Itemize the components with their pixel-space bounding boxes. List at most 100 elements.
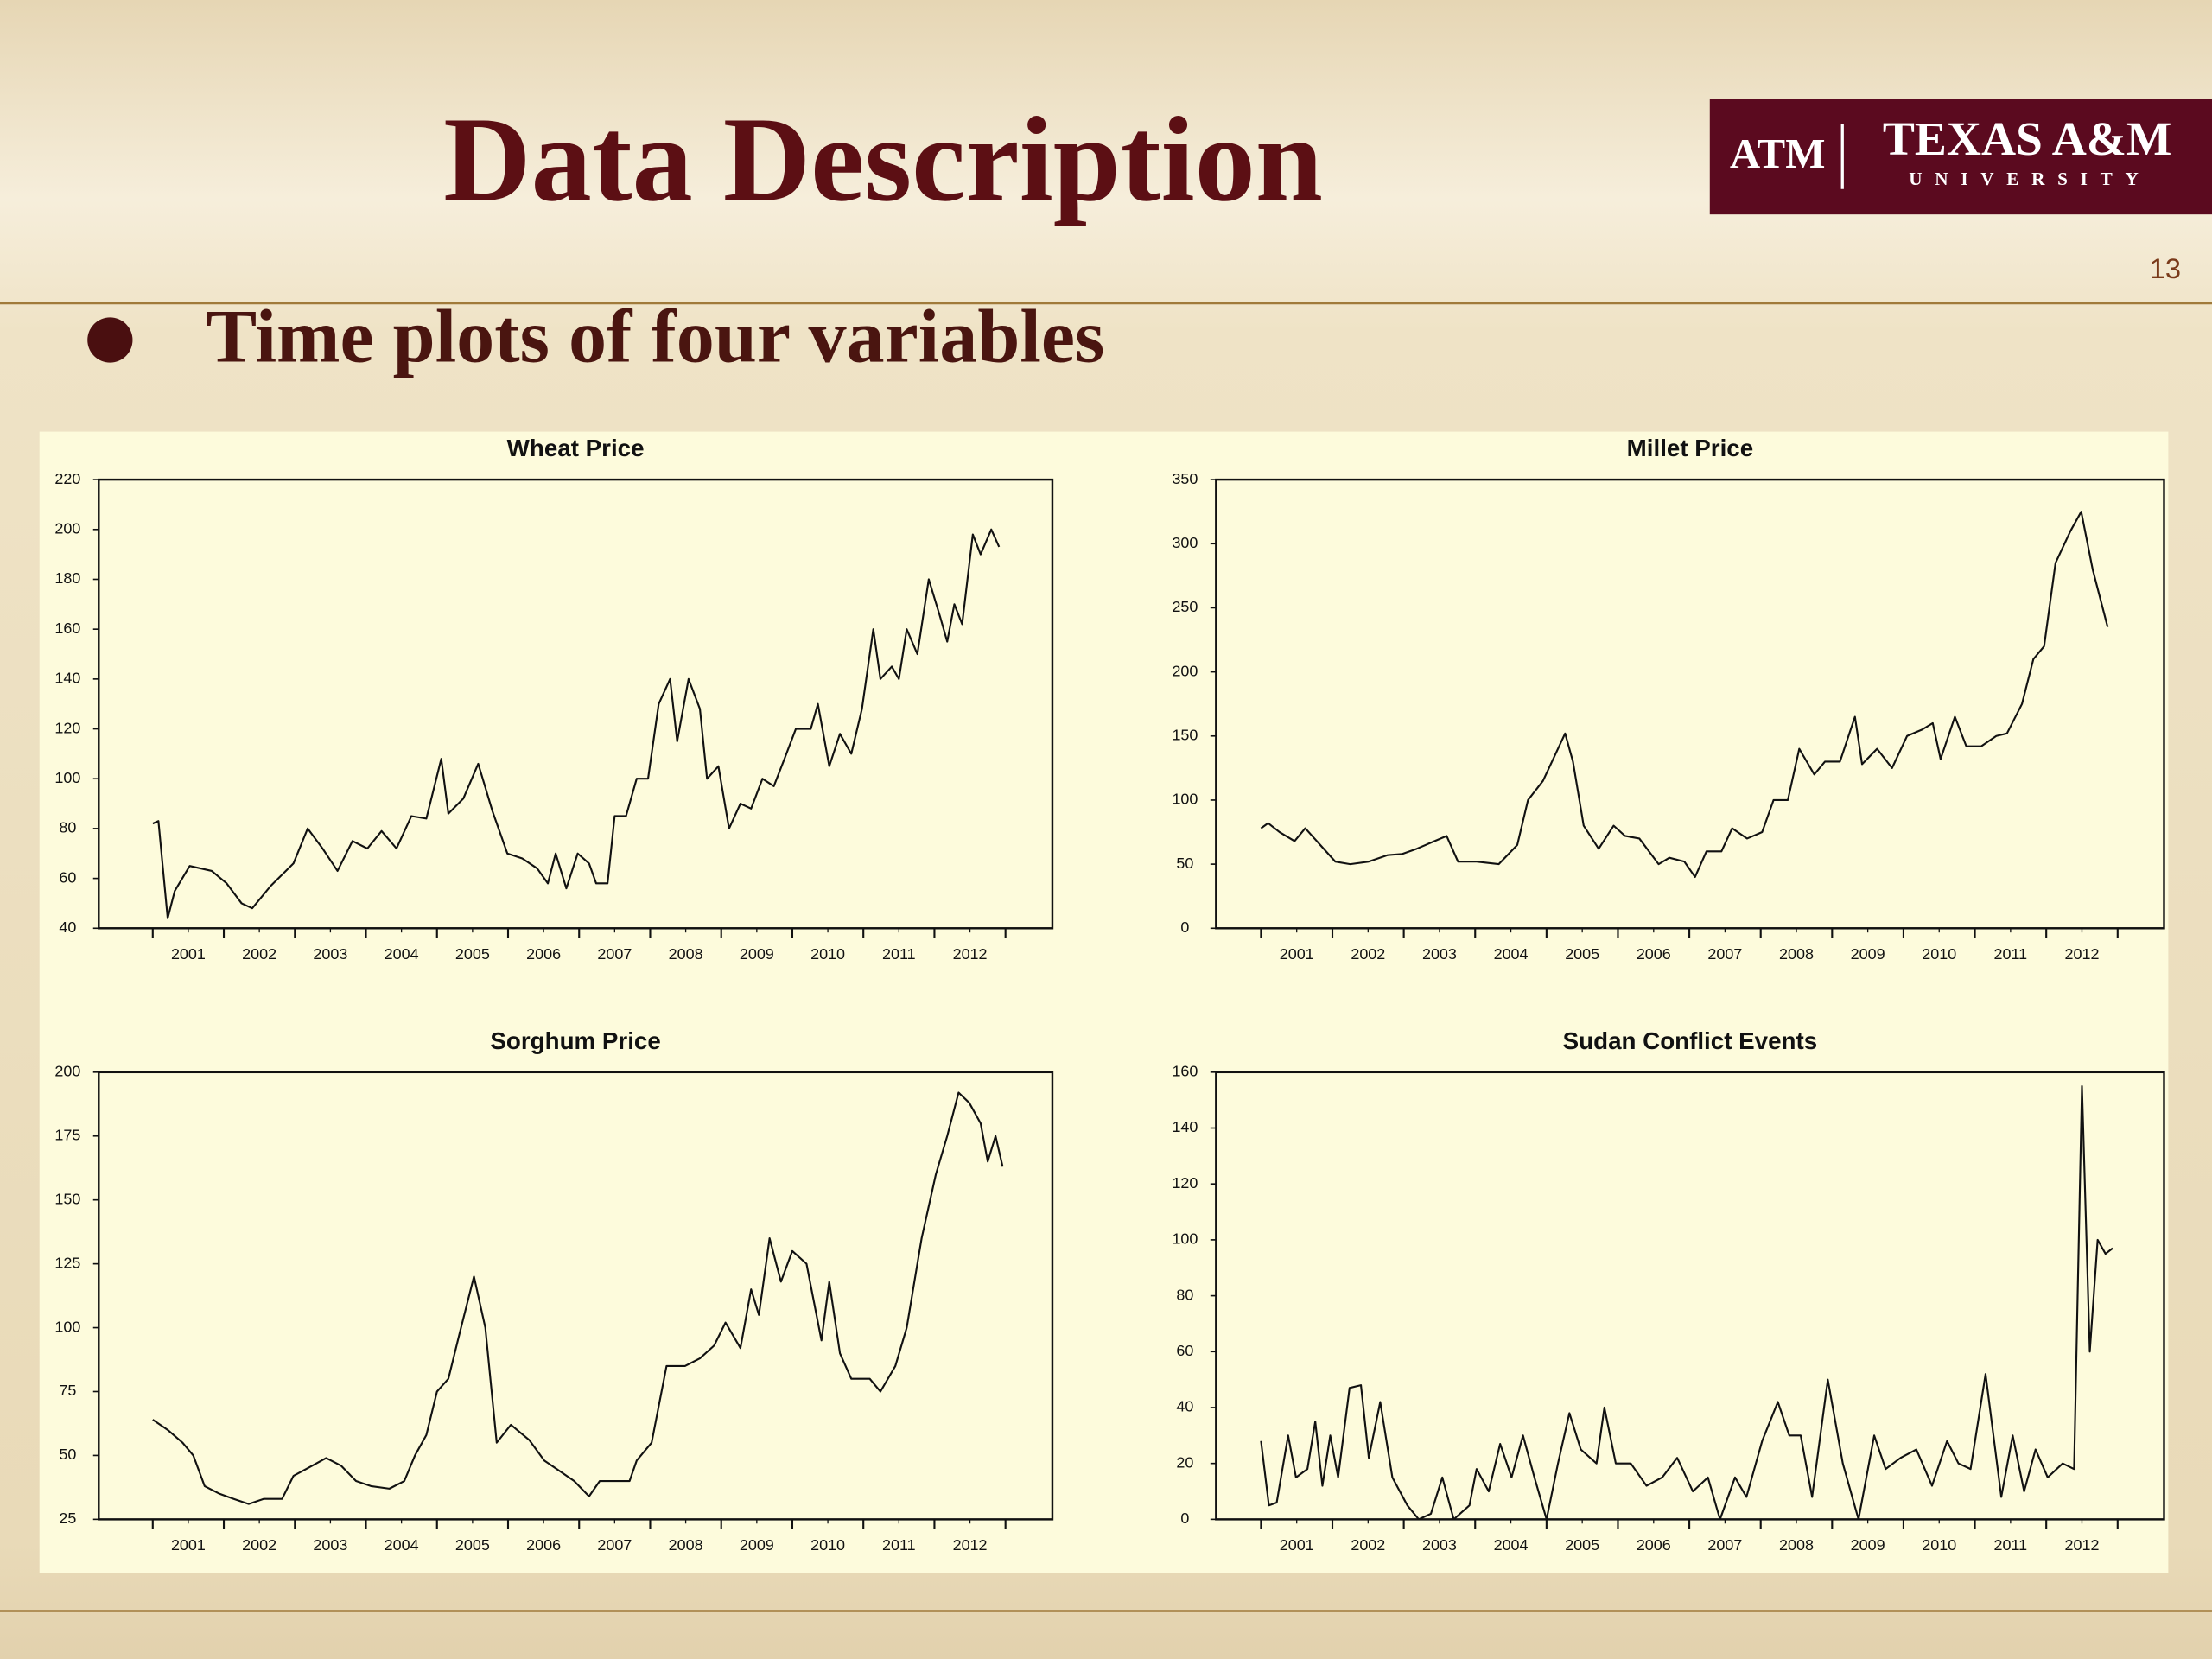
y-tick-label: 80 — [59, 819, 76, 836]
x-tick-label: 2006 — [1637, 945, 1671, 963]
x-tick-label: 2011 — [882, 1536, 916, 1554]
x-tick-label: 2003 — [1422, 1536, 1457, 1554]
chart-title: Wheat Price — [507, 435, 645, 461]
y-tick-label: 125 — [54, 1254, 80, 1271]
y-tick-label: 200 — [54, 1063, 80, 1080]
logo-mark: ATM — [1730, 130, 1826, 177]
y-tick-label: 60 — [59, 868, 76, 886]
data-line — [152, 1091, 1004, 1505]
x-tick-label: 2002 — [1351, 945, 1385, 963]
chart-title: Sudan Conflict Events — [1563, 1027, 1817, 1054]
x-tick-label: 2007 — [597, 945, 632, 963]
x-tick-label: 2001 — [1280, 1536, 1314, 1554]
x-tick-label: 2006 — [526, 1536, 561, 1554]
x-tick-label: 2009 — [740, 945, 774, 963]
y-tick-label: 200 — [54, 520, 80, 537]
data-line — [1260, 1084, 2113, 1521]
y-tick-label: 140 — [1172, 1118, 1198, 1135]
chart-title: Sorghum Price — [490, 1027, 660, 1054]
y-tick-label: 20 — [1176, 1453, 1193, 1471]
chart: Millet Price 0 50 100 150 200 250 300 350 2001 200… — [1172, 435, 2165, 963]
y-tick-label: 150 — [1172, 727, 1198, 744]
x-tick-label: 2001 — [171, 945, 206, 963]
y-tick-label: 80 — [1176, 1286, 1193, 1303]
x-tick-label: 2006 — [1637, 1536, 1671, 1554]
y-tick-label: 120 — [1172, 1174, 1198, 1192]
x-tick-label: 2012 — [953, 945, 988, 963]
x-tick-label: 2009 — [1851, 945, 1885, 963]
y-tick-label: 0 — [1180, 1510, 1189, 1527]
x-tick-label: 2007 — [1707, 945, 1742, 963]
logo: ATM TEXAS A&M UNIVERSITY — [1709, 99, 2212, 215]
logo-name: TEXAS A&M — [1883, 113, 2172, 166]
y-tick-label: 100 — [1172, 791, 1198, 808]
x-tick-label: 2005 — [455, 1536, 490, 1554]
x-tick-label: 2001 — [171, 1536, 206, 1554]
x-tick-label: 2008 — [1779, 1536, 1814, 1554]
x-tick-label: 2010 — [1922, 945, 1956, 963]
x-tick-label: 2005 — [1565, 945, 1599, 963]
bullet-text: Time plots of four variables — [206, 295, 1104, 379]
figure-panel — [39, 431, 2169, 1573]
x-tick-label: 2002 — [1351, 1536, 1385, 1554]
x-tick-label: 2007 — [1707, 1536, 1742, 1554]
x-tick-label: 2011 — [1994, 945, 2028, 963]
y-tick-label: 160 — [1172, 1063, 1198, 1080]
chart: Sorghum Price 25 50 75 100 125 150 175 200 2001 20… — [54, 1027, 1054, 1554]
x-tick-label: 2009 — [1851, 1536, 1885, 1554]
x-tick-label: 2005 — [455, 945, 490, 963]
x-tick-label: 2004 — [385, 945, 419, 963]
plot-area — [98, 1071, 1054, 1521]
chart: Wheat Price 40 60 80 100 120 140 160 180 200 220 20… — [54, 435, 1054, 963]
x-tick-label: 2003 — [313, 1536, 347, 1554]
x-tick-label: 2003 — [313, 945, 347, 963]
x-tick-label: 2010 — [1922, 1536, 1956, 1554]
x-tick-label: 2009 — [740, 1536, 774, 1554]
y-tick-label: 75 — [59, 1382, 76, 1399]
y-tick-label: 120 — [54, 719, 80, 736]
y-tick-label: 250 — [1172, 598, 1198, 615]
plot-area — [98, 478, 1054, 930]
y-tick-label: 100 — [54, 769, 80, 786]
x-tick-label: 2006 — [526, 945, 561, 963]
y-tick-label: 40 — [1176, 1398, 1193, 1415]
x-tick-label: 2010 — [810, 1536, 845, 1554]
y-tick-label: 60 — [1176, 1342, 1193, 1359]
y-tick-label: 50 — [1176, 855, 1193, 872]
y-tick-label: 180 — [54, 569, 80, 587]
y-tick-label: 100 — [54, 1318, 80, 1335]
x-tick-label: 2012 — [2065, 945, 2100, 963]
x-tick-label: 2012 — [953, 1536, 988, 1554]
x-tick-label: 2012 — [2065, 1536, 2100, 1554]
y-tick-label: 0 — [1180, 918, 1189, 936]
x-tick-label: 2002 — [242, 1536, 276, 1554]
y-tick-label: 200 — [1172, 662, 1198, 679]
y-tick-label: 350 — [1172, 470, 1198, 487]
x-tick-label: 2008 — [669, 1536, 703, 1554]
y-tick-label: 220 — [54, 470, 80, 487]
x-tick-label: 2011 — [1994, 1536, 2028, 1554]
bullet-dot — [87, 317, 133, 363]
x-tick-label: 2004 — [1494, 945, 1529, 963]
y-tick-label: 300 — [1172, 534, 1198, 551]
y-tick-label: 150 — [54, 1190, 80, 1207]
x-tick-label: 2003 — [1422, 945, 1457, 963]
chart-title: Millet Price — [1627, 435, 1754, 461]
x-tick-label: 2005 — [1565, 1536, 1599, 1554]
y-tick-label: 140 — [54, 670, 80, 687]
data-line — [1260, 511, 2109, 879]
y-tick-label: 100 — [1172, 1230, 1198, 1248]
page-number: 13 — [2150, 252, 2181, 284]
chart: Sudan Conflict Events 0 20 40 60 80 100 120 140 1… — [1172, 1027, 2165, 1554]
y-tick-label: 50 — [59, 1446, 76, 1463]
x-tick-label: 2007 — [597, 1536, 632, 1554]
y-tick-label: 175 — [54, 1126, 80, 1143]
logo-subtitle: UNIVERSITY — [1909, 168, 2151, 189]
x-tick-label: 2008 — [669, 945, 703, 963]
data-line — [152, 528, 1001, 919]
logo-box — [1709, 99, 2212, 215]
slide-title: Data Description — [443, 92, 1323, 226]
x-tick-label: 2010 — [810, 945, 845, 963]
